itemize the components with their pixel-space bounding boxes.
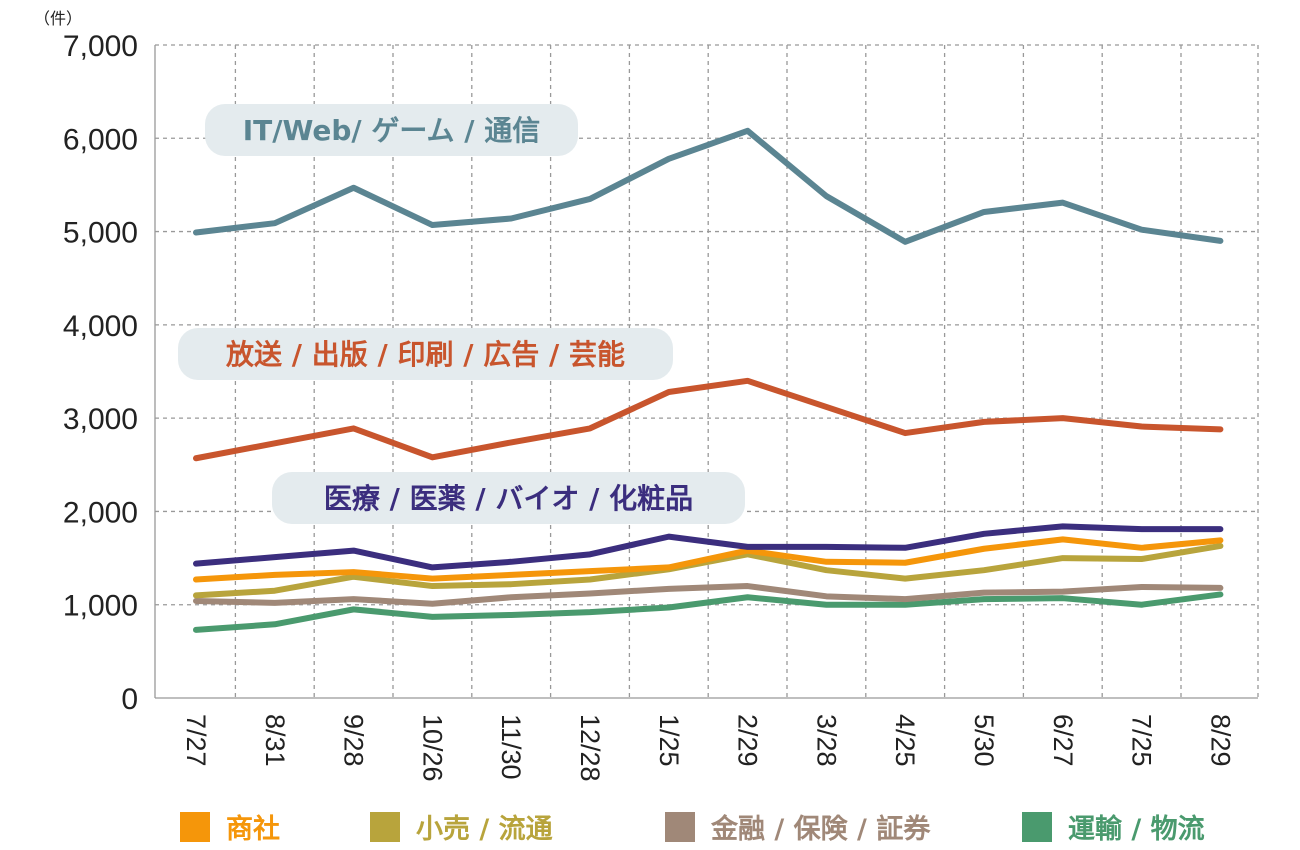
- x-tick-label: 9/28: [339, 714, 369, 767]
- series-line: [193, 377, 1224, 462]
- legend-swatch: [1022, 812, 1052, 842]
- annotation-label: 医療 / 医薬 / バイオ / 化粧品: [324, 482, 693, 515]
- annotation-pill: [178, 328, 673, 380]
- y-tick-label: 0: [121, 683, 138, 716]
- annotation-label: IT/Web/ ゲーム / 通信: [243, 114, 541, 147]
- annotation-pill: [205, 104, 578, 156]
- x-tick-label: 8/31: [260, 714, 290, 767]
- y-tick-label: 3,000: [63, 403, 138, 436]
- legend-label: 小売 / 流通: [416, 814, 553, 845]
- legend-label: 商社: [226, 813, 280, 845]
- legend: 商社 小売 / 流通 金融 / 保険 / 証券 運輸 / 物流: [180, 812, 1205, 845]
- series-lines: [193, 127, 1224, 633]
- x-axis-ticks: 7/27 8/31 9/28 10/26 11/30 12/28 1/25 2/29 3/28 4…: [181, 714, 1235, 782]
- x-tick-label: 12/28: [575, 714, 605, 782]
- x-tick-label: 5/30: [969, 714, 999, 767]
- y-tick-label: 2,000: [63, 496, 138, 529]
- x-tick-label: 7/25: [1127, 714, 1157, 767]
- x-tick-label: 8/29: [1205, 714, 1235, 767]
- legend-swatch: [180, 812, 210, 842]
- series-line: [193, 591, 1224, 633]
- series-line: [193, 536, 1224, 583]
- series-line: [193, 127, 1224, 245]
- legend-swatch: [370, 812, 400, 842]
- x-tick-label: 11/30: [496, 714, 526, 780]
- y-tick-label: 4,000: [63, 310, 138, 343]
- x-tick-label: 6/27: [1048, 714, 1078, 767]
- x-tick-label: 2/29: [733, 714, 763, 767]
- y-tick-label: 5,000: [63, 217, 138, 250]
- legend-label: 運輸 / 物流: [1068, 813, 1205, 845]
- annotation-label: 放送 / 出版 / 印刷 / 広告 / 芸能: [225, 338, 625, 371]
- x-tick-label: 3/28: [811, 714, 841, 767]
- series-line: [193, 583, 1224, 607]
- legend-swatch: [665, 812, 695, 842]
- y-unit-label: （件）: [34, 9, 82, 28]
- series-line: [193, 523, 1224, 571]
- y-tick-label: 1,000: [63, 590, 138, 623]
- axes: [154, 45, 1258, 699]
- y-tick-label: 7,000: [63, 30, 138, 63]
- x-tick-label: 1/25: [654, 714, 684, 767]
- legend-label: 金融 / 保険 / 証券: [710, 813, 931, 845]
- y-tick-label: 6,000: [63, 123, 138, 156]
- y-axis-ticks: 0 1,000 2,000 3,000 4,000 5,000 6,000 7,000: [63, 30, 138, 716]
- x-tick-label: 4/25: [890, 714, 920, 767]
- annotation-pill: [272, 472, 745, 524]
- x-tick-label: 7/27: [181, 714, 211, 767]
- x-tick-label: 10/26: [417, 714, 447, 782]
